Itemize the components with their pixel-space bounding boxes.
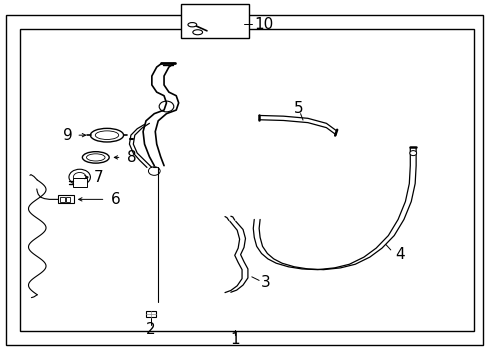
- Ellipse shape: [187, 23, 196, 27]
- Text: 5: 5: [294, 102, 304, 117]
- Text: 10: 10: [254, 17, 273, 32]
- Text: 9: 9: [63, 128, 73, 143]
- Bar: [73, 178, 86, 187]
- Bar: [181, 4, 249, 39]
- Text: 2: 2: [146, 323, 155, 337]
- Bar: [65, 197, 70, 202]
- Text: 6: 6: [110, 192, 120, 207]
- Polygon shape: [82, 155, 158, 316]
- Bar: [20, 30, 473, 330]
- Text: 8: 8: [126, 150, 136, 165]
- Ellipse shape: [82, 152, 109, 163]
- Bar: [58, 195, 74, 203]
- Text: 3: 3: [260, 275, 270, 291]
- Circle shape: [409, 150, 416, 156]
- Text: 7: 7: [93, 170, 103, 185]
- Polygon shape: [150, 155, 226, 316]
- Ellipse shape: [90, 129, 123, 142]
- Text: 1: 1: [229, 332, 239, 347]
- Bar: [60, 197, 65, 202]
- Ellipse shape: [192, 30, 202, 35]
- Text: 4: 4: [395, 247, 405, 262]
- Bar: [145, 311, 156, 317]
- Circle shape: [69, 169, 90, 185]
